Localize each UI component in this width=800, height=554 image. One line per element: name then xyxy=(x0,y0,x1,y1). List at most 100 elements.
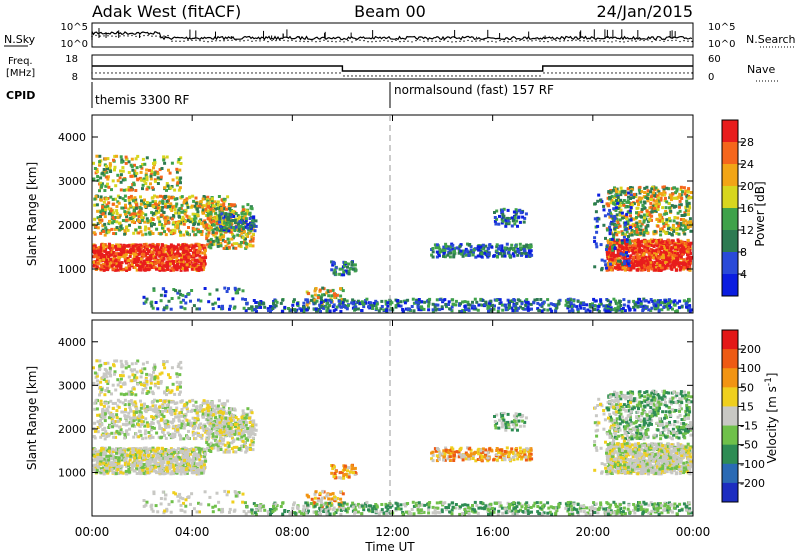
power-cell xyxy=(385,309,389,313)
nave-dot xyxy=(315,72,317,74)
power-cell xyxy=(608,208,612,212)
power-cell xyxy=(657,196,661,200)
power-cell xyxy=(675,309,679,313)
power-cell xyxy=(116,215,120,219)
power-cell xyxy=(495,245,499,249)
power-cell xyxy=(672,226,676,230)
power-cell xyxy=(670,263,674,267)
power-cell xyxy=(644,255,648,259)
power-cell xyxy=(144,225,148,229)
power-cell xyxy=(688,266,692,270)
power-cell xyxy=(637,188,641,192)
power-cell xyxy=(480,252,484,256)
power-cell xyxy=(168,171,172,175)
power-cell xyxy=(124,161,128,165)
power-cell xyxy=(109,220,113,224)
power-cell xyxy=(645,259,649,263)
nsearch-dot xyxy=(235,39,237,41)
power-cell xyxy=(629,214,632,218)
power-cell xyxy=(461,300,465,304)
power-cell xyxy=(609,300,613,304)
power-cell xyxy=(119,253,123,256)
power-cell xyxy=(680,214,684,217)
power-cell xyxy=(615,238,619,242)
power-cell xyxy=(663,266,667,270)
power-cell xyxy=(172,196,175,200)
power-cell xyxy=(222,202,226,206)
power-cell xyxy=(390,306,394,310)
power-cell xyxy=(652,254,656,258)
power-cell xyxy=(659,198,663,202)
power-cell xyxy=(618,210,622,214)
power-cell xyxy=(185,263,189,267)
power-cell xyxy=(114,184,118,188)
power-cell xyxy=(568,299,572,303)
power-cell xyxy=(576,307,580,311)
power-cell xyxy=(320,293,324,297)
power-cell xyxy=(605,252,609,256)
power-cell xyxy=(127,198,131,202)
power-cell xyxy=(618,224,622,228)
power-cell xyxy=(102,256,106,260)
power-cell xyxy=(237,228,241,232)
power-cell xyxy=(140,265,144,269)
power-cell xyxy=(195,258,199,262)
power-cell xyxy=(514,208,518,212)
power-cell xyxy=(524,254,528,258)
power-cell xyxy=(685,257,689,261)
power-cell xyxy=(192,258,196,262)
power-cell xyxy=(112,246,115,249)
power-cell xyxy=(135,255,139,259)
power-cell xyxy=(501,308,505,312)
power-cell xyxy=(399,304,403,308)
nsearch-dot xyxy=(551,39,553,41)
power-cell xyxy=(203,251,207,255)
power-cell xyxy=(209,215,213,219)
power-cell xyxy=(679,265,683,269)
power-cell xyxy=(614,194,618,198)
power-cell xyxy=(343,261,347,264)
power-cell xyxy=(618,203,622,206)
power-cell xyxy=(190,204,194,208)
power-cell xyxy=(121,219,125,222)
power-cell xyxy=(172,264,176,267)
power-cell xyxy=(227,245,231,249)
power-cell xyxy=(683,232,687,236)
power-cell xyxy=(211,239,215,243)
power-cell xyxy=(120,206,124,210)
power-cell xyxy=(112,232,116,235)
power-cell xyxy=(133,163,136,167)
power-cell xyxy=(663,199,667,203)
power-cell xyxy=(150,304,154,308)
power-cell xyxy=(615,199,618,202)
power-cell xyxy=(625,230,629,234)
power-cell xyxy=(608,309,612,313)
power-cell xyxy=(263,305,267,309)
power-cell xyxy=(668,301,672,305)
power-cell xyxy=(304,298,308,302)
nsearch-dot xyxy=(643,39,645,42)
power-cell xyxy=(179,245,183,249)
nsearch-dot xyxy=(687,40,689,42)
power-cell xyxy=(176,291,180,295)
power-cell xyxy=(99,181,103,185)
power-cell xyxy=(207,205,210,209)
power-cell xyxy=(640,248,643,252)
power-cell xyxy=(196,213,200,217)
power-cell xyxy=(176,224,179,228)
power-cell xyxy=(469,250,473,254)
power-cell xyxy=(179,258,183,262)
power-cell xyxy=(677,306,681,310)
power-cell xyxy=(672,265,676,269)
power-cell xyxy=(375,302,379,306)
power-cell xyxy=(160,243,164,247)
power-cell xyxy=(624,193,628,197)
power-cell xyxy=(615,308,619,312)
power-cell xyxy=(199,230,203,234)
power-cell xyxy=(130,174,134,178)
power-cell xyxy=(139,243,143,247)
power-cell xyxy=(542,308,546,312)
power-cell xyxy=(212,204,216,208)
power-cell xyxy=(668,298,671,302)
power-cell xyxy=(626,262,630,266)
